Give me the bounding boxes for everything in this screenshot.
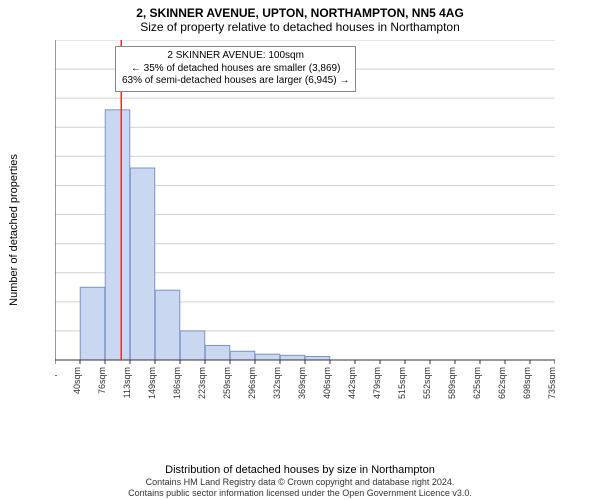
page-title-line2: Size of property relative to detached ho… — [0, 20, 600, 34]
svg-text:149sqm: 149sqm — [147, 367, 157, 399]
svg-text:662sqm: 662sqm — [497, 367, 507, 399]
histogram-bar — [255, 354, 280, 360]
histogram-bar — [280, 355, 305, 360]
histogram-bar — [80, 287, 105, 360]
svg-text:515sqm: 515sqm — [397, 367, 407, 399]
svg-text:442sqm: 442sqm — [347, 367, 357, 399]
svg-text:259sqm: 259sqm — [222, 367, 232, 399]
footer-line1: Contains HM Land Registry data © Crown c… — [0, 477, 600, 487]
histogram-bar — [130, 168, 155, 360]
svg-text:186sqm: 186sqm — [172, 367, 182, 399]
svg-text:625sqm: 625sqm — [472, 367, 482, 399]
histogram-bar — [155, 290, 180, 360]
histogram-bar — [105, 110, 130, 360]
svg-text:406sqm: 406sqm — [322, 367, 332, 399]
histogram-plot: 0500100015002000250030003500400045005000… — [55, 40, 555, 410]
histogram-bar — [180, 331, 205, 360]
svg-text:76sqm: 76sqm — [97, 367, 107, 394]
svg-text:479sqm: 479sqm — [372, 367, 382, 399]
callout-line1: 2 SKINNER AVENUE: 100sqm — [122, 50, 349, 63]
svg-text:113sqm: 113sqm — [122, 367, 132, 398]
property-callout: 2 SKINNER AVENUE: 100sqm ← 35% of detach… — [115, 46, 356, 92]
callout-line2: ← 35% of detached houses are smaller (3,… — [122, 63, 349, 76]
svg-text:369sqm: 369sqm — [297, 367, 307, 399]
x-axis-label: Distribution of detached houses by size … — [0, 464, 600, 476]
page-title-line1: 2, SKINNER AVENUE, UPTON, NORTHAMPTON, N… — [0, 6, 600, 20]
histogram-bar — [205, 345, 230, 360]
footer-line2: Contains public sector information licen… — [0, 488, 600, 498]
y-axis-label: Number of detached properties — [8, 154, 20, 306]
svg-text:589sqm: 589sqm — [447, 367, 457, 399]
svg-text:552sqm: 552sqm — [422, 367, 432, 399]
histogram-bar — [230, 351, 255, 360]
svg-text:40sqm: 40sqm — [72, 367, 82, 394]
svg-text:223sqm: 223sqm — [197, 367, 207, 399]
svg-text:698sqm: 698sqm — [522, 367, 532, 399]
attribution-footer: Contains HM Land Registry data © Crown c… — [0, 477, 600, 498]
svg-text:3sqm: 3sqm — [55, 367, 57, 389]
svg-text:332sqm: 332sqm — [272, 367, 282, 399]
chart-area: 0500100015002000250030003500400045005000… — [55, 40, 555, 410]
histogram-bar — [305, 357, 330, 360]
svg-text:735sqm: 735sqm — [547, 367, 555, 399]
callout-line3: 63% of semi-detached houses are larger (… — [122, 75, 349, 88]
svg-text:296sqm: 296sqm — [247, 367, 257, 399]
